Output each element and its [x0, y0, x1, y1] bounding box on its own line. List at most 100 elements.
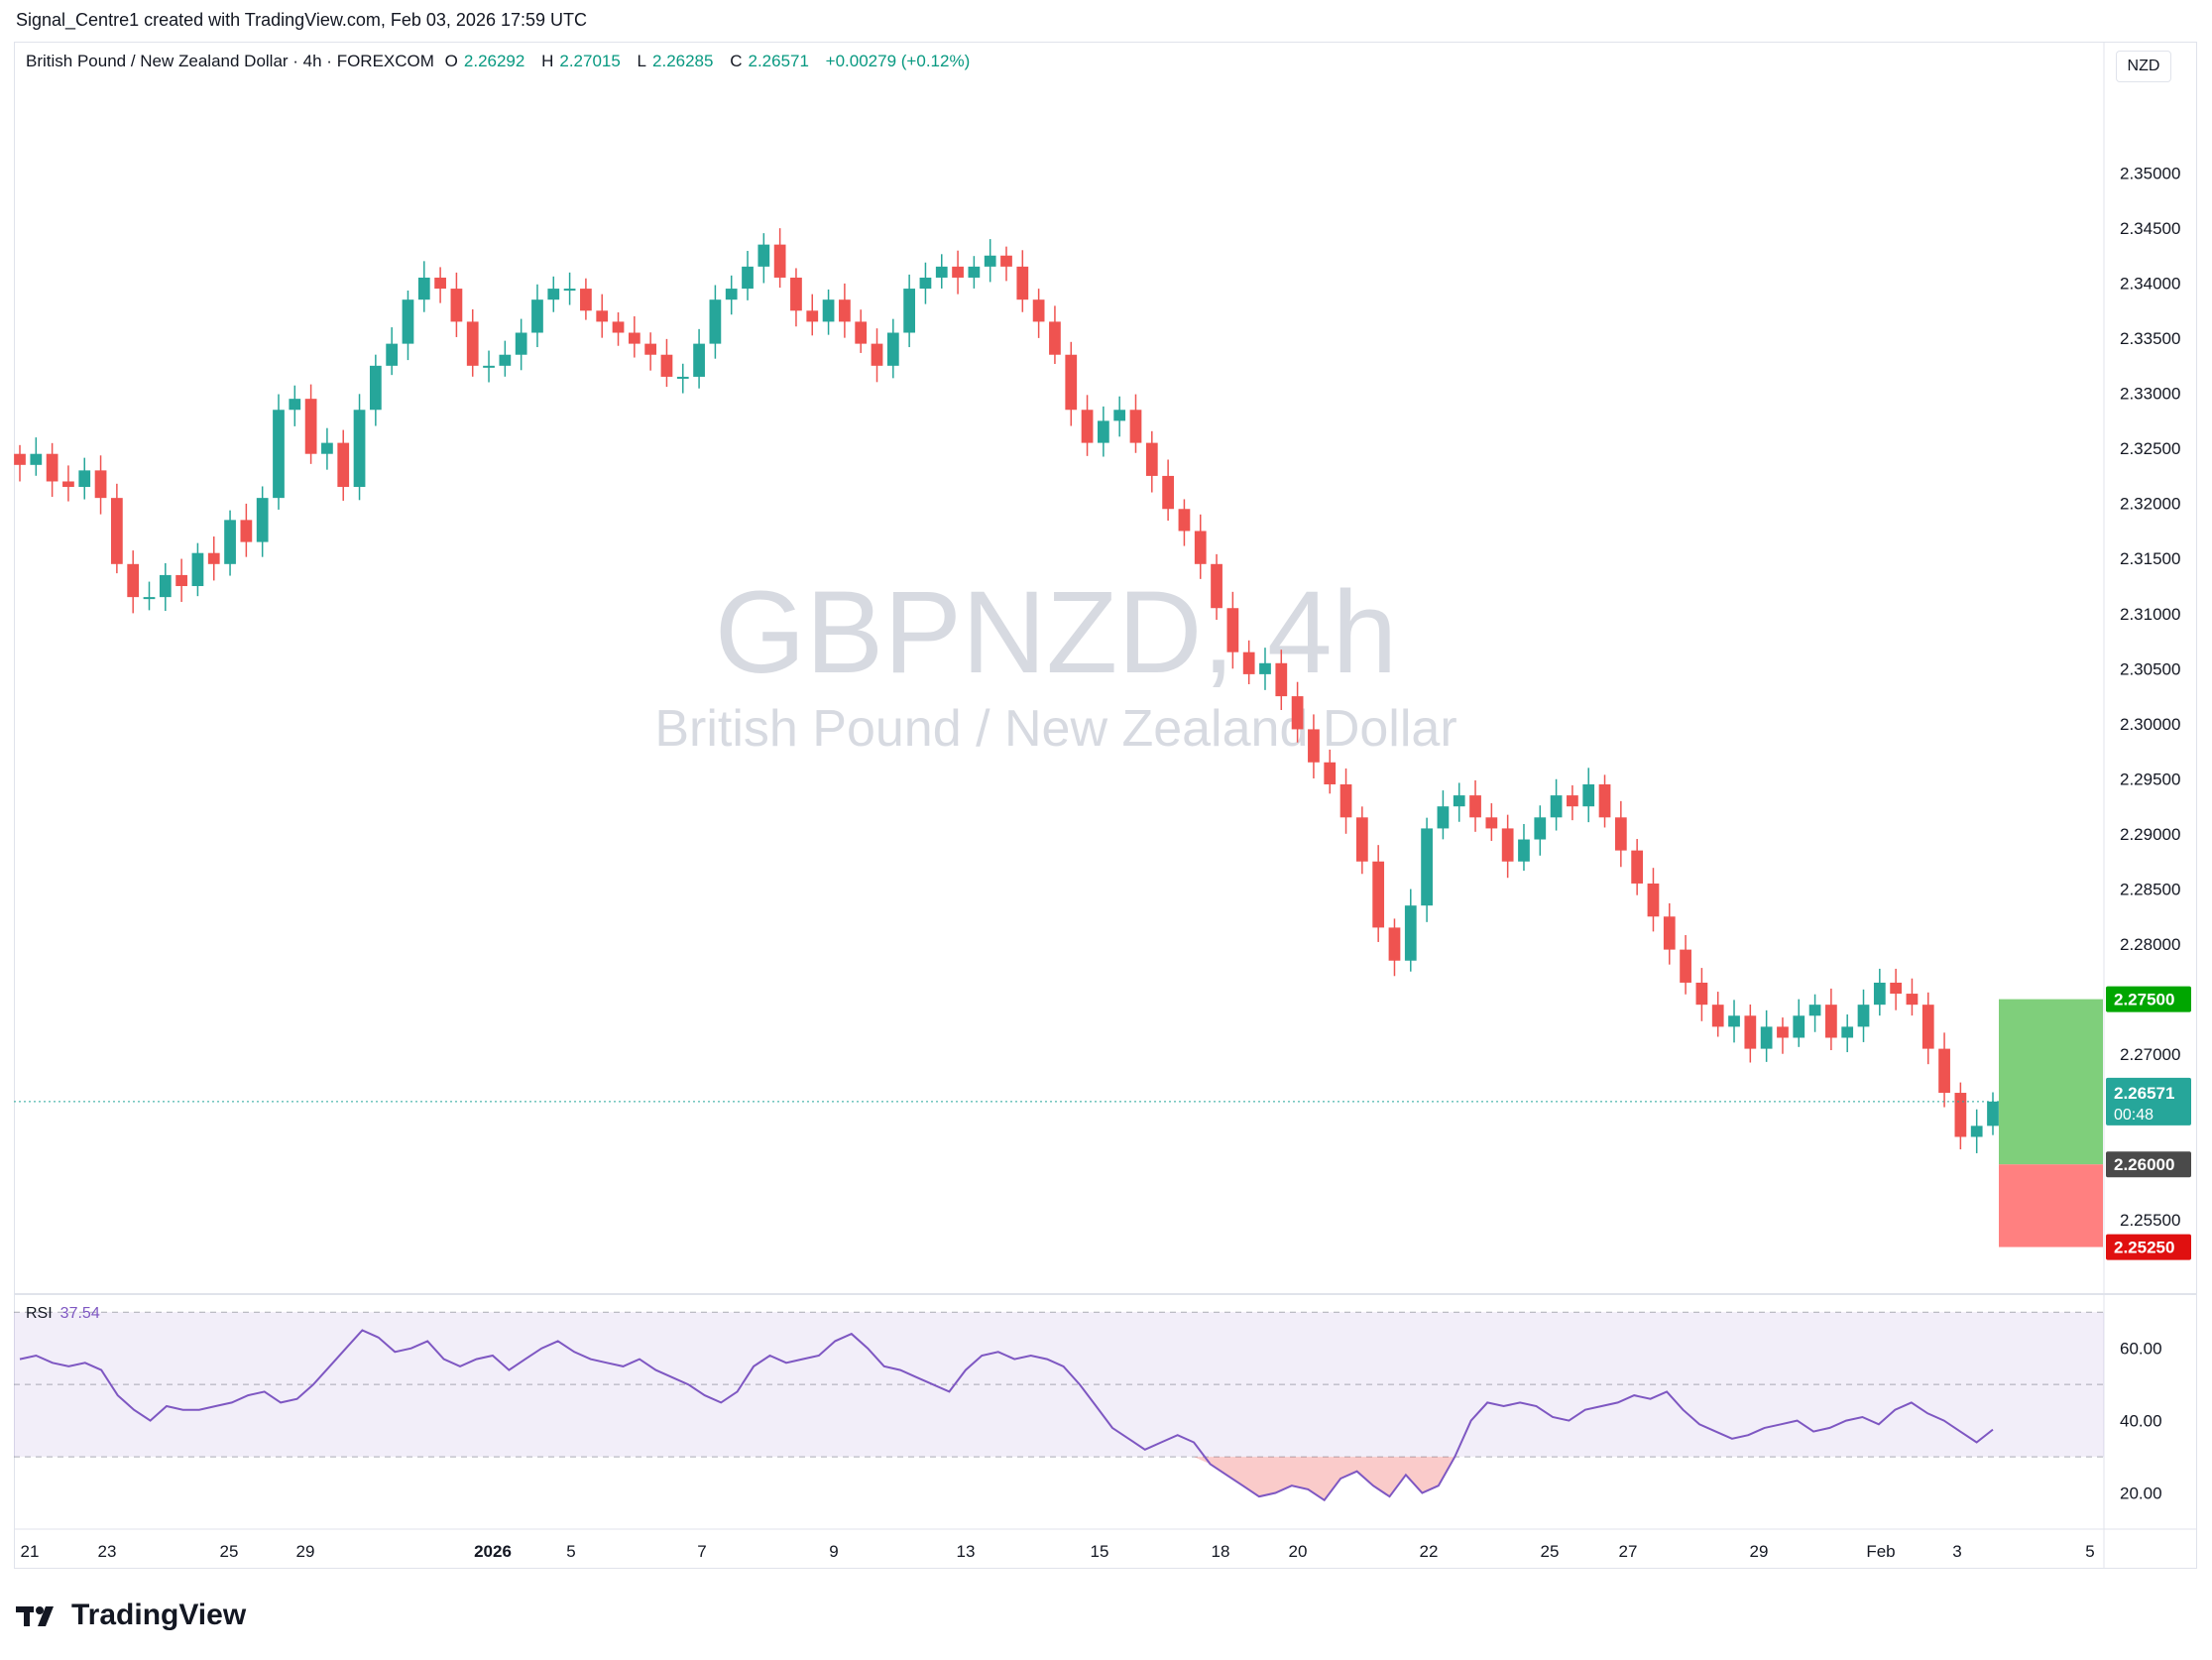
candle-body: [709, 299, 722, 344]
candle-body: [1598, 783, 1611, 818]
candle-body: [353, 410, 366, 488]
candle-body: [1906, 994, 1919, 1006]
rsi-tick-label: 20.00: [2120, 1484, 2162, 1503]
candle-body: [1825, 1005, 1837, 1038]
price-tick-label: 2.31000: [2120, 605, 2180, 624]
candle-body: [952, 266, 964, 278]
price-tick-label: 2.31500: [2120, 549, 2180, 568]
rsi-line: [19, 1329, 1994, 1502]
candle-body: [1777, 1026, 1789, 1038]
time-tick-label: 15: [1091, 1542, 1109, 1561]
close-value: C 2.26571: [730, 52, 815, 70]
rsi-oversold-fill: [1194, 1457, 1455, 1500]
open-label: O: [444, 52, 458, 70]
candle-body: [1582, 783, 1595, 807]
candle-body: [596, 310, 609, 322]
price-change: +0.00279 (+0.12%): [825, 52, 971, 70]
candle-body: [1453, 795, 1465, 807]
candle-body: [1194, 531, 1207, 564]
symbol-title[interactable]: British Pound / New Zealand Dollar · 4h …: [26, 52, 434, 70]
price-tick-label: 2.34500: [2120, 219, 2180, 238]
rsi-band-fill: [14, 1312, 2104, 1458]
time-tick-label: Feb: [1866, 1542, 1895, 1561]
candle-body: [46, 453, 58, 482]
candle-body: [871, 343, 883, 366]
price-tick-label: 2.34000: [2120, 275, 2180, 294]
candle-body: [1388, 927, 1401, 961]
candle-body: [1534, 817, 1547, 840]
candle-body: [224, 520, 236, 564]
time-tick-label: 9: [829, 1542, 838, 1561]
time-tick-label: 3: [1952, 1542, 1961, 1561]
rsi-value: 37.54: [59, 1305, 100, 1322]
candle-body: [1000, 255, 1012, 267]
close-price: 2.26571: [748, 52, 809, 70]
candle-body: [1647, 883, 1660, 917]
candle-body: [1663, 916, 1676, 950]
symbol-legend[interactable]: British Pound / New Zealand Dollar · 4h …: [26, 52, 976, 71]
time-tick-label: 2026: [474, 1542, 512, 1561]
profit-zone: [1999, 999, 2103, 1165]
time-tick-label: 21: [21, 1542, 40, 1561]
candle-body: [78, 470, 91, 488]
currency-button[interactable]: NZD: [2116, 51, 2171, 82]
candle-body: [644, 343, 657, 355]
price-tick-label: 2.32000: [2120, 495, 2180, 514]
candle-body: [1695, 982, 1708, 1006]
candle-body: [1178, 509, 1191, 532]
candle-body: [855, 321, 868, 344]
candle-body: [1308, 729, 1320, 763]
time-tick-label: 5: [566, 1542, 575, 1561]
open-value: O 2.26292: [445, 52, 531, 70]
candle-body: [1129, 410, 1142, 443]
countdown-label: 00:48: [2114, 1107, 2154, 1124]
candle-body: [110, 498, 123, 564]
candle-body: [1259, 662, 1271, 674]
entry-price-label-bg: [2106, 1151, 2191, 1178]
price-tick-label: 2.27000: [2120, 1045, 2180, 1064]
candle-body: [143, 597, 156, 600]
high-label: H: [541, 52, 554, 70]
stop-price-label: 2.25250: [2114, 1239, 2174, 1257]
time-tick-label: 25: [220, 1542, 239, 1561]
tradingview-logo[interactable]: TradingView: [16, 1599, 246, 1632]
candle-body: [417, 277, 430, 300]
candle-body: [1711, 1005, 1724, 1027]
candle-body: [676, 376, 689, 379]
candle-body: [175, 574, 187, 587]
candle-body: [822, 299, 835, 322]
close-label: C: [730, 52, 743, 70]
candle-body: [1873, 982, 1886, 1006]
candle-body: [1808, 1005, 1821, 1016]
price-tick-label: 2.28500: [2120, 881, 2180, 899]
candle-body: [1097, 420, 1109, 443]
low-value: L 2.26285: [638, 52, 720, 70]
candle-body: [483, 365, 495, 368]
candle-body: [1857, 1005, 1870, 1027]
price-tick-label: 2.32500: [2120, 439, 2180, 458]
candle-body: [839, 299, 851, 322]
candle-body: [1938, 1048, 1950, 1094]
rsi-legend[interactable]: RSI 37.54: [26, 1305, 100, 1323]
time-tick-label: 7: [697, 1542, 706, 1561]
rsi-name: RSI: [26, 1305, 53, 1322]
rsi-tick-label: 60.00: [2120, 1340, 2162, 1359]
candle-body: [1680, 949, 1691, 983]
candle-body: [1404, 905, 1417, 961]
candle-body: [628, 332, 640, 344]
candle-body: [886, 332, 899, 366]
candle-body: [660, 354, 673, 377]
candle-body: [1970, 1126, 1983, 1137]
candle-body: [1049, 321, 1061, 355]
candle-body: [14, 453, 26, 465]
candle-body: [402, 299, 414, 344]
chart-frame: [14, 42, 2197, 1569]
candle-body: [191, 552, 204, 587]
candle-body: [1113, 410, 1126, 421]
candle-body: [1242, 652, 1255, 674]
price-tick-label: 2.29500: [2120, 770, 2180, 788]
time-tick-label: 13: [957, 1542, 976, 1561]
last-price-label: 2.26571: [2114, 1084, 2174, 1103]
candle-body: [1291, 696, 1304, 730]
